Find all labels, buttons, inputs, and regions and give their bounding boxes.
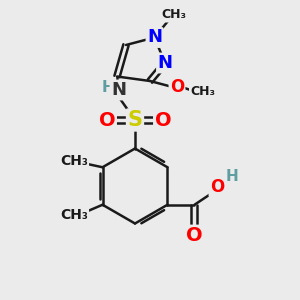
- Text: O: O: [210, 178, 224, 196]
- Text: S: S: [128, 110, 142, 130]
- Text: O: O: [99, 110, 116, 130]
- Text: H: H: [226, 169, 238, 184]
- Text: N: N: [147, 28, 162, 46]
- Text: N: N: [158, 54, 172, 72]
- Text: N: N: [111, 81, 126, 99]
- Text: CH₃: CH₃: [190, 85, 215, 98]
- Text: CH₃: CH₃: [60, 208, 88, 222]
- Text: O: O: [186, 226, 203, 245]
- Text: CH₃: CH₃: [60, 154, 88, 168]
- Text: O: O: [170, 78, 184, 96]
- Text: H: H: [102, 80, 114, 95]
- Text: CH₃: CH₃: [161, 8, 187, 22]
- Text: O: O: [154, 110, 171, 130]
